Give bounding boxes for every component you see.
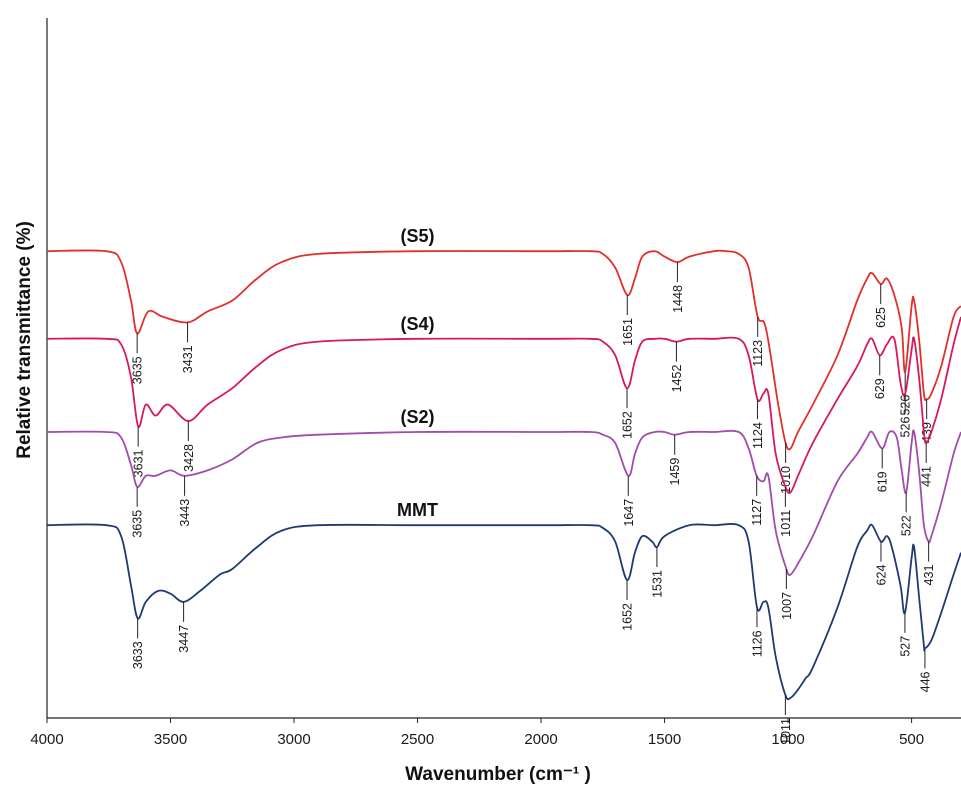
- series-label: MMT: [397, 500, 438, 520]
- peak-label: 1007: [780, 592, 794, 620]
- series-line: [46, 316, 961, 494]
- peak-label: 625: [874, 307, 888, 328]
- peak-label: 1459: [668, 458, 682, 486]
- x-tick-label: 2500: [401, 731, 434, 748]
- peak-label: 1010: [779, 466, 793, 494]
- peak-label: 1651: [621, 318, 635, 346]
- peak-label: 1127: [750, 499, 764, 526]
- x-tick-label: 3000: [277, 731, 310, 748]
- peak-label: 526: [899, 395, 913, 416]
- series-label: (S2): [401, 407, 435, 427]
- x-axis-label: Wavenumber (cm⁻¹ ): [405, 764, 591, 785]
- peak-label: 1011: [779, 510, 793, 537]
- peak-label: 3447: [177, 625, 191, 653]
- peak-label: 3631: [132, 449, 146, 477]
- x-tick-label: 4000: [30, 731, 63, 748]
- peak-label: 1652: [621, 603, 635, 631]
- peak-label: 527: [898, 636, 912, 657]
- x-tick-label: 2000: [524, 731, 557, 748]
- y-axis-label: Relative transmittance (%): [14, 221, 35, 459]
- peak-label: 1647: [622, 499, 636, 527]
- peak-label: 1452: [670, 365, 684, 393]
- peak-label: 3431: [181, 345, 195, 373]
- peak-label: 3443: [178, 499, 192, 527]
- peak-label: 441: [920, 466, 934, 487]
- peak-label: 624: [875, 565, 889, 586]
- peak-label: 522: [900, 515, 914, 536]
- peak-label: 1448: [671, 285, 685, 313]
- peak-label: 446: [918, 671, 932, 692]
- peak-label: 619: [876, 471, 890, 492]
- peak-label: 3635: [131, 510, 145, 538]
- series-line: [46, 249, 961, 451]
- peak-label: 3633: [131, 641, 145, 669]
- peak-label: 1126: [751, 630, 765, 657]
- peak-label: 526: [899, 417, 913, 438]
- peak-label: 1124: [751, 422, 765, 449]
- series-line: [46, 523, 961, 701]
- peak-label: 431: [922, 565, 936, 586]
- x-axis: 4000 3500 3000 2500 2000 1500 1000 500: [30, 717, 961, 748]
- series-3: MMT 3633 3447 1652 1531 1126 1011 624 527 446: [46, 500, 961, 745]
- peak-label: 1123: [751, 340, 765, 367]
- x-tick-label: 500: [899, 731, 924, 748]
- series-label: (S4): [401, 314, 435, 334]
- series-1: (S4) 3631 3428 1652 1452 1124 1011 629 526 441: [46, 314, 961, 537]
- peak-label: 1652: [621, 411, 635, 439]
- plot-area: (S5)3635 34311651144811231010625526439(S4…: [46, 18, 961, 745]
- x-tick-label: 1500: [648, 731, 681, 748]
- series-label: (S5): [401, 226, 435, 246]
- x-tick-label: 1000: [771, 731, 804, 748]
- peak-label: 629: [873, 378, 887, 399]
- x-tick-label: 3500: [154, 731, 187, 748]
- series-2: (S2) 3635 3443 1647 1459 1127 1007 619 522 431: [46, 407, 961, 620]
- peak-label: 3635: [131, 356, 145, 384]
- peak-label: 1531: [650, 570, 664, 598]
- peak-label: 3428: [182, 444, 196, 472]
- peak-label: 1011: [779, 718, 793, 745]
